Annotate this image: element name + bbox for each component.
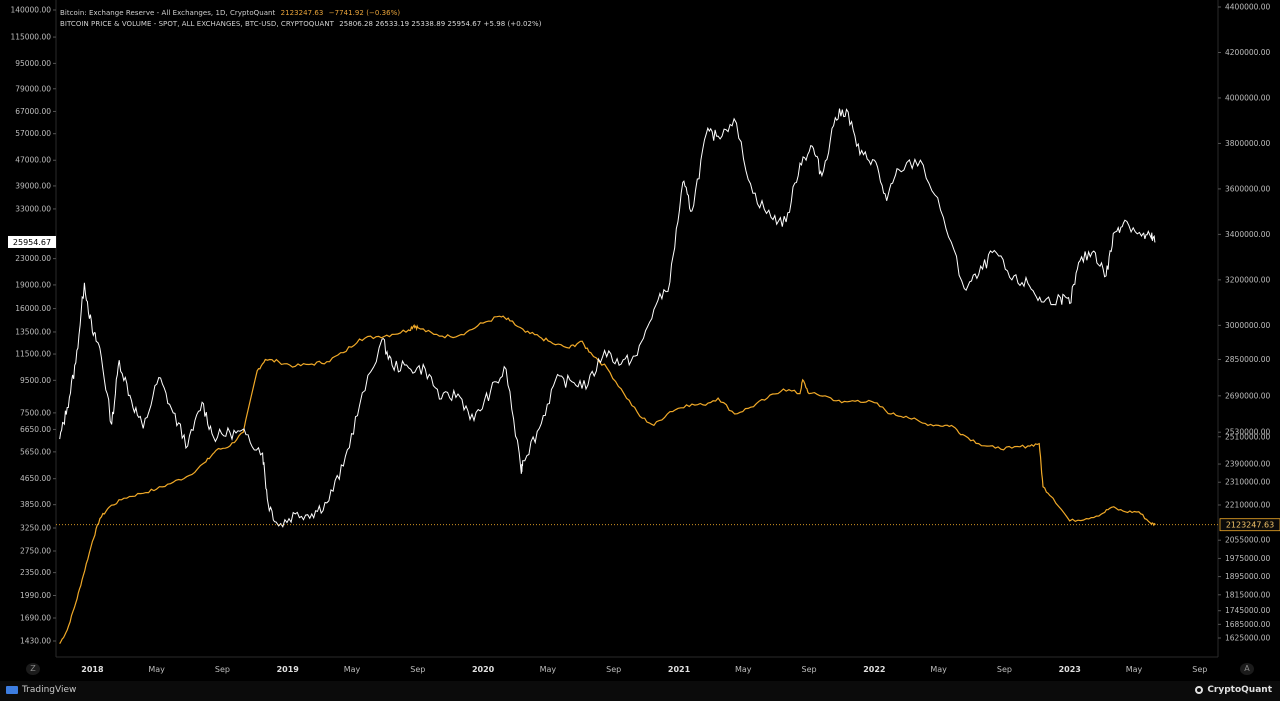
- left-tick-label: 5650.00: [20, 447, 51, 456]
- right-tick-label: 1745000.00: [1225, 606, 1271, 615]
- auto-scale-button[interactable]: A: [1240, 663, 1254, 675]
- left-tick-label: 4650.00: [20, 474, 51, 483]
- right-tick-label: 1895000.00: [1225, 572, 1271, 581]
- left-tick-label: 13500.00: [15, 327, 51, 336]
- right-tick-label: 2690000.00: [1225, 391, 1271, 400]
- left-tick-label: 6650.00: [20, 425, 51, 434]
- left-tick-label: 79000.00: [15, 84, 51, 93]
- cryptoquant-logo[interactable]: CryptoQuant: [1195, 685, 1272, 695]
- left-tick-label: 2750.00: [20, 546, 51, 555]
- left-tick-label: 33000.00: [15, 204, 51, 213]
- x-tick-label: May: [344, 665, 361, 674]
- footer-bar: TradingView CryptoQuant: [0, 681, 1280, 701]
- right-tick-label: 3000000.00: [1225, 321, 1271, 330]
- right-tick-label: 4000000.00: [1225, 93, 1271, 102]
- right-tick-label: 1685000.00: [1225, 620, 1271, 629]
- right-tick-label: 4200000.00: [1225, 48, 1271, 57]
- left-tick-label: 57000.00: [15, 129, 51, 138]
- right-tick-label: 2530000.00: [1225, 428, 1271, 437]
- left-tick-label: 23000.00: [15, 254, 51, 263]
- x-tick-label: Sep: [606, 665, 621, 674]
- left-tick-label: 115000.00: [10, 33, 51, 42]
- right-tick-label: 2850000.00: [1225, 355, 1271, 364]
- reserve-price-tag-label: 2123247.63: [1226, 521, 1274, 530]
- x-tick-label: May: [148, 665, 165, 674]
- left-tick-label: 19000.00: [15, 280, 51, 289]
- cryptoquant-icon: [1195, 686, 1204, 694]
- x-tick-label: May: [540, 665, 557, 674]
- cryptoquant-label: CryptoQuant: [1207, 685, 1272, 695]
- right-tick-label: 4400000.00: [1225, 3, 1271, 12]
- left-tick-label: 2350.00: [20, 568, 51, 577]
- x-tick-label: Sep: [1192, 665, 1207, 674]
- legend-price-label: BITCOIN PRICE & VOLUME - SPOT, ALL EXCHA…: [60, 20, 334, 28]
- right-tick-label: 3400000.00: [1225, 230, 1271, 239]
- left-tick-label: 67000.00: [15, 107, 51, 116]
- tradingview-label: TradingView: [22, 685, 77, 695]
- series-btc-price-line[interactable]: [59, 108, 1156, 528]
- reserve-price-tag: [1219, 518, 1280, 532]
- left-tick-label: 140000.00: [10, 6, 51, 15]
- left-tick-label: 3850.00: [20, 500, 51, 509]
- x-tick-label: Sep: [215, 665, 230, 674]
- time-axis[interactable]: 2018 May Sep 2019 May Sep 2020 May Sep 2021 May Sep…: [56, 656, 1218, 674]
- left-tick-label: 1690.00: [20, 614, 51, 623]
- right-tick-label: 2210000.00: [1225, 500, 1271, 509]
- x-tick-label: 2021: [668, 665, 691, 674]
- legend-reserve-label: Bitcoin: Exchange Reserve - All Exchange…: [60, 9, 276, 17]
- x-tick-label: 2019: [277, 665, 300, 674]
- btc-price-tag: [8, 235, 56, 248]
- right-tick-label: 2055000.00: [1225, 536, 1271, 545]
- right-tick-label: 3600000.00: [1225, 184, 1271, 193]
- x-tick-label: 2023: [1059, 665, 1081, 674]
- left-price-axis[interactable]: 140000.00 115000.00 95000.00 79000.00 67000.…: [10, 0, 57, 657]
- tradingview-logo[interactable]: TradingView: [6, 685, 76, 695]
- btc-price-tag-label: 25954.67: [13, 238, 51, 247]
- dual-axis-line-chart[interactable]: 140000.00 115000.00 95000.00 79000.00 67000.…: [0, 0, 1280, 681]
- x-tick-label: May: [1126, 665, 1143, 674]
- legend-exchange-reserve[interactable]: Bitcoin: Exchange Reserve - All Exchange…: [60, 9, 403, 17]
- series-exchange-reserve-line[interactable]: [59, 315, 1156, 644]
- right-tick-label: 1815000.00: [1225, 590, 1271, 599]
- legend-reserve-value: 2123247.63: [280, 9, 324, 17]
- x-tick-label: 2018: [81, 665, 104, 674]
- right-tick-label: 1975000.00: [1225, 554, 1271, 563]
- legend-reserve-change: −7741.92 (−0.36%): [328, 9, 401, 17]
- tradingview-icon: [6, 686, 18, 694]
- left-tick-label: 95000.00: [15, 59, 51, 68]
- right-tick-label: 2390000.00: [1225, 460, 1271, 469]
- right-tick-label: 1625000.00: [1225, 634, 1271, 643]
- right-reserve-axis[interactable]: 4400000.00 4200000.00 4000000.00 3800000.00…: [1217, 0, 1271, 657]
- left-tick-label: 47000.00: [15, 156, 51, 165]
- x-tick-label: Sep: [410, 665, 425, 674]
- left-tick-label: 11500.00: [15, 350, 51, 359]
- left-tick-label: 1990.00: [20, 591, 51, 600]
- left-tick-label: 7500.00: [20, 408, 51, 417]
- x-tick-label: May: [930, 665, 947, 674]
- left-tick-label: 3250.00: [20, 523, 51, 532]
- right-tick-label: 3800000.00: [1225, 139, 1271, 148]
- x-tick-label: May: [735, 665, 752, 674]
- left-tick-label: 39000.00: [15, 181, 51, 190]
- right-tick-label: 2310000.00: [1225, 478, 1271, 487]
- left-tick-label: 16000.00: [15, 304, 51, 313]
- x-tick-label: Sep: [997, 665, 1012, 674]
- zoom-toggle-button[interactable]: Z: [26, 663, 40, 675]
- left-tick-label: 9500.00: [20, 376, 51, 385]
- x-tick-label: 2022: [863, 665, 885, 674]
- legend-btc-price[interactable]: BITCOIN PRICE & VOLUME - SPOT, ALL EXCHA…: [60, 20, 545, 28]
- left-tick-label: 1430.00: [20, 637, 51, 646]
- right-tick-label: 2510000.00: [1225, 432, 1271, 441]
- legend-price-values: 25806.28 26533.19 25338.89 25954.67 +5.9…: [339, 20, 542, 28]
- right-tick-label: 3200000.00: [1225, 275, 1271, 284]
- x-tick-label: Sep: [802, 665, 817, 674]
- x-tick-label: 2020: [472, 665, 495, 674]
